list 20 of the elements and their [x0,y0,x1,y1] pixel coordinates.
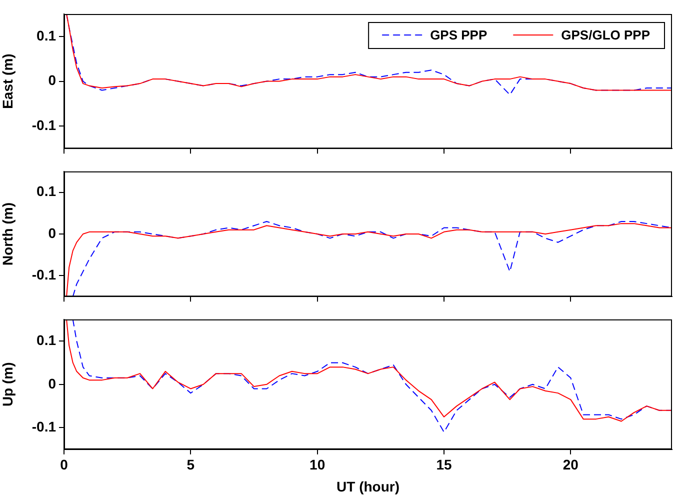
y-tick-label: -0.1 [32,117,56,134]
y-tick-label: 0.1 [36,183,56,200]
y-axis-title: North (m) [0,202,16,266]
x-axis-title: UT (hour) [336,478,400,494]
y-axis-title: Up (m) [0,362,16,407]
y-axis-title: East (m) [0,54,16,109]
y-tick-label: -0.1 [32,266,56,283]
y-tick-label: 0 [48,72,56,88]
x-tick-label: 0 [60,456,68,473]
y-tick-label: -0.1 [32,418,56,435]
x-tick-label: 20 [562,456,579,473]
y-tick-label: 0.1 [36,27,56,44]
y-tick-label: 0 [48,224,56,241]
legend-label: GPS PPP [430,28,488,43]
y-tick-label: 0 [48,375,56,392]
x-tick-label: 10 [310,456,326,473]
x-tick-label: 5 [186,456,195,473]
x-tick-label: 15 [436,456,452,473]
legend-label: GPS/GLO PPP [561,28,650,43]
y-tick-label: 0.1 [36,332,56,348]
